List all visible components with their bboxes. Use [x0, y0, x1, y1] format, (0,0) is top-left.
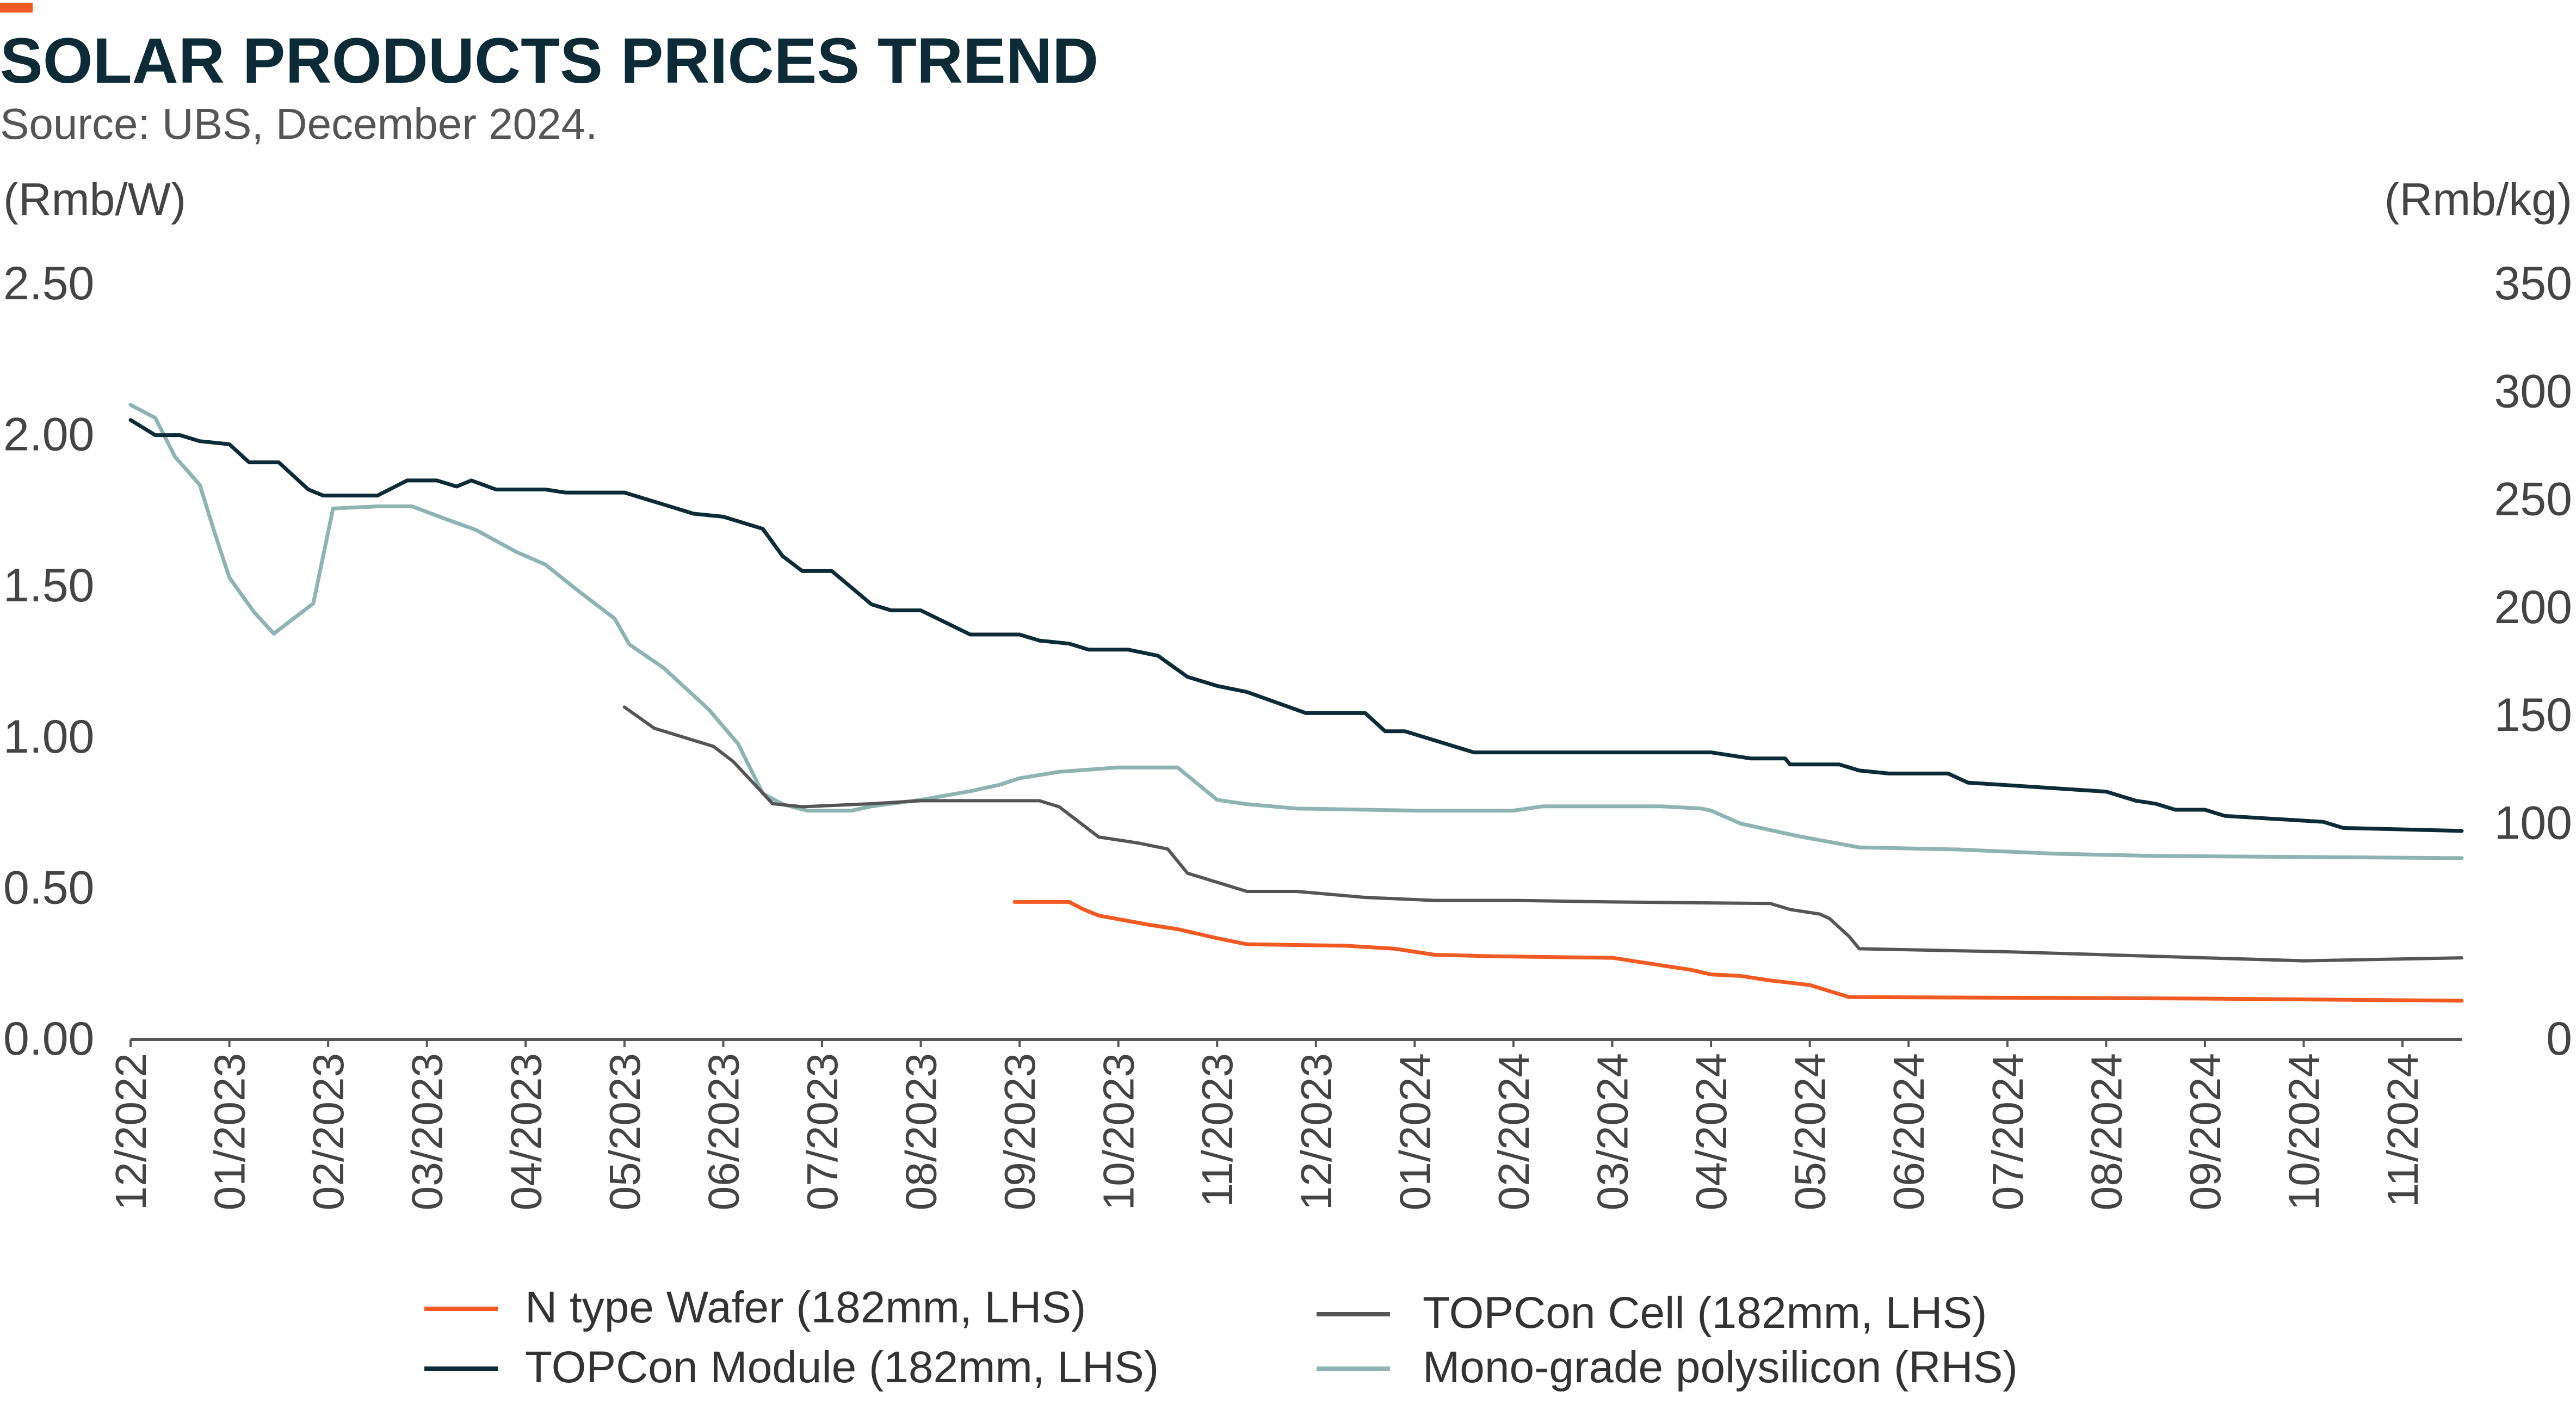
right-tick-label: 250 [2494, 473, 2573, 526]
left-tick-label: 1.00 [3, 711, 94, 763]
polysilicon-series-line [128, 403, 2464, 860]
chart-title: SOLAR PRODUCTS PRICES TREND [0, 25, 1098, 97]
x-tick-label: 12/2022 [107, 1053, 155, 1210]
series-layer [128, 403, 2464, 1003]
x-tick-label: 10/2024 [2280, 1053, 2328, 1210]
x-tick-label: 06/2024 [1885, 1053, 1933, 1210]
legend-label-module: TOPCon Module (182mm, LHS) [525, 1343, 1159, 1392]
x-tick-label: 05/2023 [601, 1053, 649, 1210]
left-tick-label: 0.00 [3, 1013, 94, 1065]
right-tick-label: 150 [2494, 689, 2573, 741]
x-tick-label: 04/2024 [1687, 1053, 1735, 1210]
x-tick-label: 02/2023 [304, 1053, 353, 1210]
x-tick-label: 01/2024 [1391, 1053, 1439, 1210]
module-series-line [128, 418, 2464, 833]
left-tick-label: 0.50 [3, 861, 94, 914]
x-tick-label: 04/2023 [502, 1053, 550, 1210]
x-tick-label: 11/2024 [2379, 1053, 2427, 1207]
legend-label-polysilicon: Mono-grade polysilicon (RHS) [1423, 1343, 2018, 1392]
left-tick-label: 1.50 [3, 559, 94, 612]
wafer-series-line [1012, 900, 2464, 1003]
x-tick-label: 07/2024 [1984, 1053, 2032, 1210]
x-tick-label: 03/2023 [403, 1053, 452, 1210]
legend: N type Wafer (182mm, LHS) TOPCon Cell (18… [424, 1283, 2018, 1392]
x-tick-label: 03/2024 [1589, 1053, 1637, 1210]
x-tick-label: 07/2023 [798, 1053, 847, 1210]
x-tick-label: 02/2024 [1490, 1053, 1538, 1210]
right-tick-label: 0 [2546, 1013, 2572, 1065]
left-y-axis: 2.50 2.00 1.50 1.00 0.50 0.00 [3, 257, 94, 1065]
x-tick-label: 08/2023 [897, 1053, 946, 1210]
x-tick-label: 10/2023 [1095, 1053, 1143, 1210]
x-tick-label: 11/2023 [1193, 1053, 1241, 1207]
chart-subtitle: Source: UBS, December 2024. [0, 100, 597, 148]
left-tick-label: 2.50 [3, 257, 94, 310]
x-tick-label: 05/2024 [1786, 1053, 1834, 1210]
cell-series-line [622, 705, 2463, 963]
x-tick-label: 08/2024 [2082, 1053, 2130, 1210]
right-tick-label: 300 [2494, 365, 2573, 417]
left-tick-label: 2.00 [3, 409, 94, 461]
right-tick-label: 100 [2494, 797, 2573, 849]
legend-label-cell: TOPCon Cell (182mm, LHS) [1423, 1288, 1987, 1338]
x-tick-label: 09/2023 [996, 1053, 1044, 1210]
x-tick-label: 06/2023 [699, 1053, 748, 1210]
right-y-axis: 350 300 250 200 150 100 0 [2494, 257, 2573, 1065]
x-tick-label: 01/2023 [206, 1053, 254, 1210]
legend-label-wafer: N type Wafer (182mm, LHS) [525, 1283, 1086, 1332]
accent-bar [0, 3, 33, 13]
right-axis-unit: (Rmb/kg) [2385, 174, 2572, 225]
right-tick-label: 350 [2494, 257, 2573, 310]
x-axis: 12/2022 01/2023 02/2023 03/2023 04/2023 05/20… [107, 1039, 2427, 1210]
left-axis-unit: (Rmb/W) [3, 174, 186, 225]
right-tick-label: 200 [2494, 581, 2573, 633]
x-tick-label: 12/2023 [1292, 1053, 1340, 1210]
x-tick-label: 09/2024 [2181, 1053, 2229, 1210]
